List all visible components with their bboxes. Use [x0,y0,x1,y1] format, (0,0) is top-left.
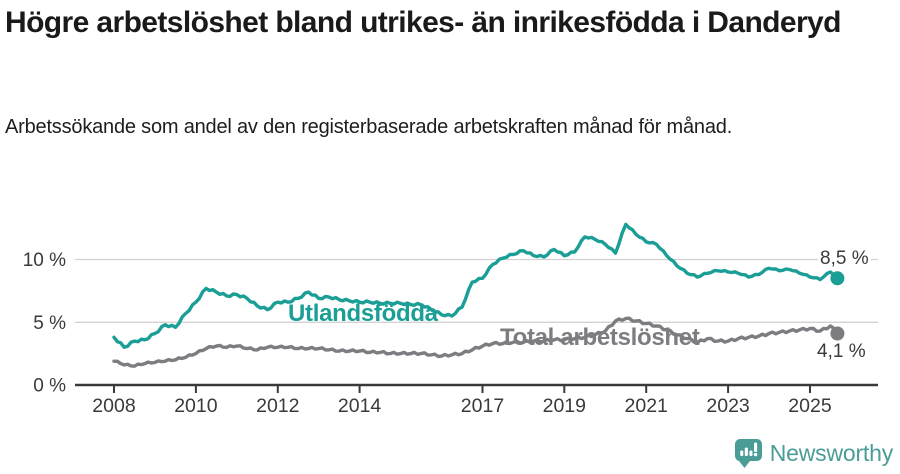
newsworthy-logo-text: Newsworthy [769,440,893,466]
y-axis-label-5: 5 % [33,313,66,334]
page-title: Högre arbetslöshet bland utrikes- än inr… [5,6,841,39]
x-axis-label-2008: 2008 [92,395,135,417]
line-chart: 0 % 5 % 10 % 2008 2010 2012 2014 2017 2019 2021 20… [23,222,878,417]
series-line-total [112,316,840,368]
x-axis-label-2014: 2014 [338,395,382,417]
series-end-dot-utlandsfodda [830,271,845,286]
series-label-total-arbetsloshet: Total arbetslöshet [500,324,700,351]
x-axis-label-2010: 2010 [174,395,218,417]
x-axis-label-2025: 2025 [788,395,832,417]
x-axis-label-2023: 2023 [706,395,749,417]
bar-1 [739,450,744,456]
exclamation-bar [753,442,757,452]
series-line-utlandsfodda [112,222,840,349]
page-subtitle: Arbetssökande som andel av den registerb… [5,116,733,138]
end-value-label-utlandsfodda: 8,5 % [818,248,871,270]
series-label-utlandsfodda: Utlandsfödda [288,300,438,327]
series-end-dot-total [830,326,845,341]
x-axis-label-2019: 2019 [543,395,586,417]
x-axis-label-2021: 2021 [625,395,668,417]
bar-2 [744,447,748,456]
y-axis-label-0: 0 % [33,376,66,397]
end-value-label-total: 4,1 % [817,341,866,362]
bar-3 [749,450,753,456]
exclamation-dot [753,452,757,457]
x-axis-label-2017: 2017 [461,395,504,417]
y-axis-label-10: 10 % [23,250,66,271]
newsworthy-logo: Newsworthy [734,438,893,469]
speech-bubble-shape [734,439,762,468]
x-axis-label-2012: 2012 [256,395,299,417]
newsworthy-logo-icon [734,439,762,468]
